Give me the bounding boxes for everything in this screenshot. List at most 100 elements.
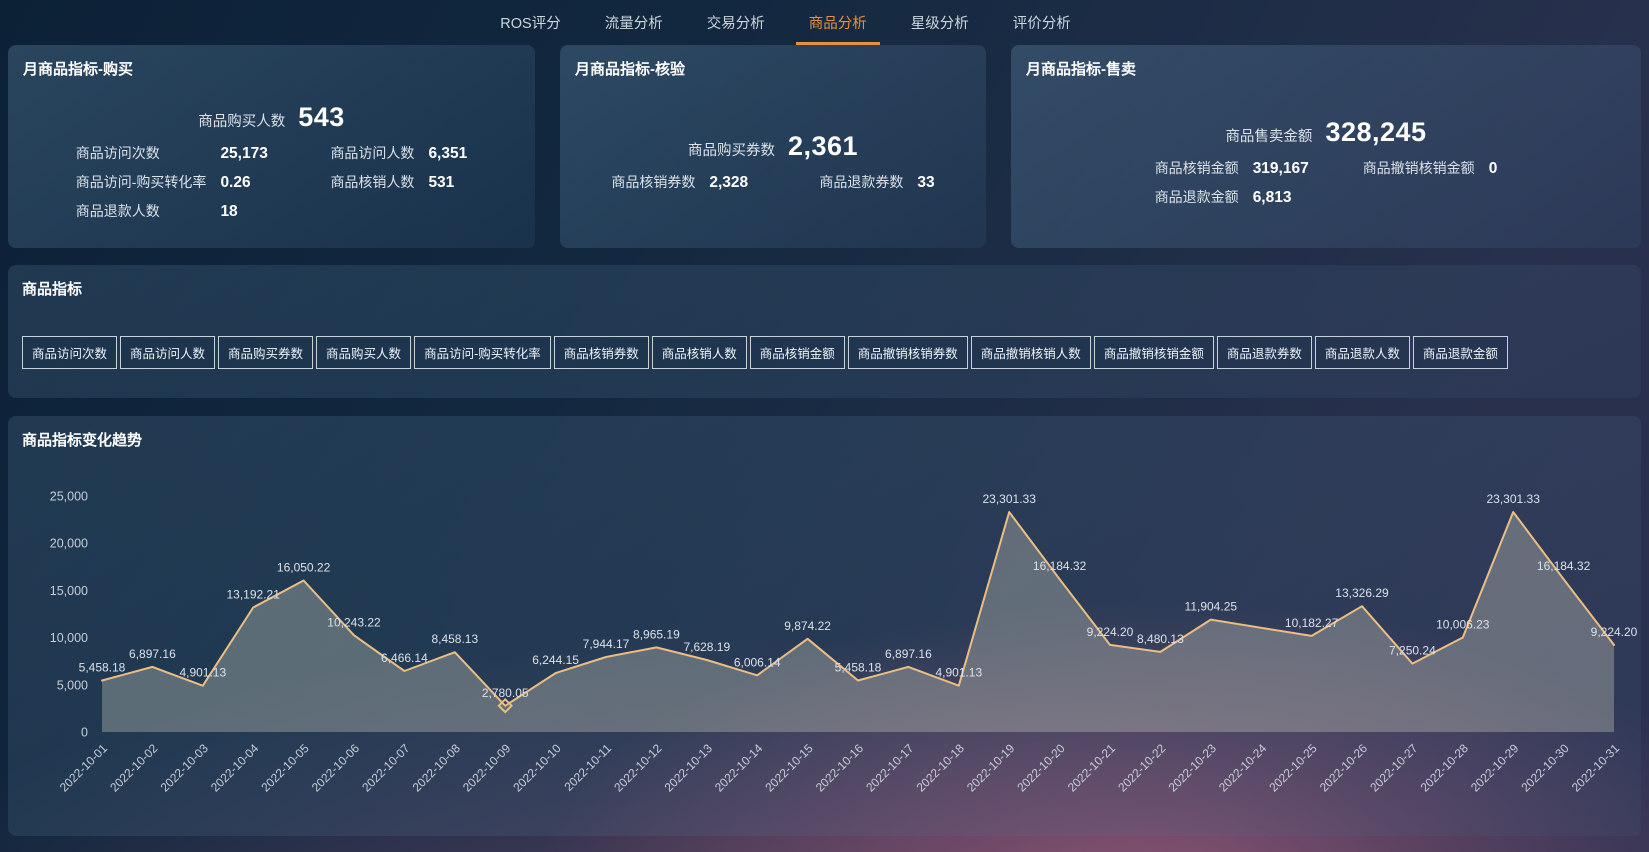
y-axis-labels: 0 5,000 10,000 15,000 20,000 25,000	[50, 490, 88, 740]
svg-text:2022-10-30: 2022-10-30	[1518, 741, 1572, 795]
svg-text:2022-10-02: 2022-10-02	[107, 741, 161, 795]
svg-text:23,301.33: 23,301.33	[983, 492, 1037, 506]
svg-text:4,901.13: 4,901.13	[935, 666, 982, 680]
card-monthly-metrics-verification: 月商品指标-核验 商品购买券数 2,361 商品核销券数 2,328 商品退款券数 33	[560, 45, 986, 248]
metric-value: 531	[428, 174, 455, 191]
svg-text:2022-10-29: 2022-10-29	[1468, 741, 1522, 795]
metric-value: 33	[917, 174, 935, 191]
metric-button[interactable]: 商品访问次数	[22, 336, 118, 369]
svg-text:6,244.15: 6,244.15	[532, 653, 579, 667]
svg-text:2022-10-05: 2022-10-05	[258, 741, 312, 795]
svg-text:2022-10-12: 2022-10-12	[611, 741, 665, 795]
tab-product-analysis[interactable]: 商品分析	[795, 5, 880, 45]
primary-metric-label: 商品购买券数	[687, 143, 775, 159]
svg-text:7,628.19: 7,628.19	[683, 640, 730, 654]
metric-value: 6,351	[428, 145, 468, 162]
svg-text:9,224.20: 9,224.20	[1591, 625, 1638, 639]
card-body: 商品购买人数 543 商品访问次数 25,173 商品访问人数 6,351 商品访问-购买转…	[76, 72, 467, 221]
metric-button[interactable]: 商品购买人数	[316, 336, 412, 369]
card-monthly-metrics-purchase: 月商品指标-购买 商品购买人数 543 商品访问次数 25,173 商品访问人数 6,351…	[8, 45, 535, 248]
metric-label: 商品核销券数	[611, 174, 696, 190]
svg-text:6,897.16: 6,897.16	[885, 647, 932, 661]
svg-text:2022-10-26: 2022-10-26	[1317, 741, 1371, 795]
cards-row: 月商品指标-购买 商品购买人数 543 商品访问次数 25,173 商品访问人数 6,351…	[8, 45, 1641, 248]
svg-text:20,000: 20,000	[50, 537, 88, 551]
svg-text:2022-10-24: 2022-10-24	[1216, 741, 1270, 795]
metric-value: 6,813	[1252, 188, 1292, 206]
svg-text:10,000: 10,000	[50, 631, 88, 645]
svg-text:15,000: 15,000	[50, 584, 88, 598]
tab-ros-score[interactable]: ROS评分	[500, 16, 561, 32]
metric-label: 商品核销金额	[1154, 159, 1239, 176]
metric-value: 0.26	[220, 174, 251, 191]
svg-text:16,184.32: 16,184.32	[1033, 559, 1087, 573]
metric-button[interactable]: 商品购买券数	[218, 336, 314, 369]
metric-button[interactable]: 商品访问人数	[120, 336, 216, 369]
card-body: 商品购买券数 2,361 商品核销券数 2,328 商品退款券数 33	[611, 101, 934, 192]
svg-text:2022-10-10: 2022-10-10	[510, 741, 564, 795]
svg-text:2022-10-13: 2022-10-13	[662, 741, 716, 795]
metric-button[interactable]: 商品退款人数	[1314, 336, 1410, 369]
svg-text:6,897.16: 6,897.16	[129, 647, 176, 661]
metric-button[interactable]: 商品退款券数	[1216, 336, 1312, 369]
primary-metric-value: 2,361	[787, 131, 859, 161]
metric-button[interactable]: 商品退款金额	[1412, 336, 1508, 369]
svg-text:2022-10-23: 2022-10-23	[1166, 741, 1220, 795]
svg-text:9,874.22: 9,874.22	[784, 619, 831, 633]
svg-text:7,944.17: 7,944.17	[583, 637, 630, 651]
metric-button[interactable]: 商品撤销核销券数	[847, 336, 968, 369]
svg-text:13,192.21: 13,192.21	[227, 587, 281, 601]
svg-text:2022-10-03: 2022-10-03	[158, 741, 212, 795]
svg-text:2022-10-28: 2022-10-28	[1418, 741, 1472, 795]
svg-text:4,901.13: 4,901.13	[179, 666, 226, 680]
svg-text:2022-10-27: 2022-10-27	[1367, 741, 1421, 795]
top-nav: ROS评分 流量分析 交易分析 商品分析 星级分析 评价分析	[0, 0, 1649, 45]
svg-text:2022-10-15: 2022-10-15	[762, 741, 816, 795]
metric-grid: 商品核销券数 2,328 商品退款券数 33	[611, 172, 934, 192]
svg-text:0: 0	[81, 726, 88, 740]
tab-star-analysis[interactable]: 星级分析	[910, 16, 969, 32]
svg-text:2022-10-31: 2022-10-31	[1569, 741, 1623, 795]
series-area	[102, 512, 1614, 732]
svg-text:16,184.32: 16,184.32	[1537, 559, 1591, 573]
metrics-panel-title: 商品指标	[22, 281, 83, 298]
metric-button[interactable]: 商品核销金额	[749, 336, 845, 369]
metric-label: 商品退款金额	[1154, 188, 1239, 205]
svg-text:2022-10-11: 2022-10-11	[561, 741, 614, 794]
svg-text:9,224.20: 9,224.20	[1087, 625, 1134, 639]
primary-metric: 商品购买人数 543	[76, 102, 467, 133]
svg-text:2022-10-18: 2022-10-18	[914, 741, 968, 795]
tab-transaction-analysis[interactable]: 交易分析	[706, 16, 765, 32]
card-body: 商品售卖金额 328,245 商品核销金额 319,167 商品撤销核销金额 0 商品退款金…	[1155, 87, 1498, 207]
metric-button[interactable]: 商品撤销核销人数	[970, 336, 1091, 369]
primary-metric-value: 328,245	[1325, 116, 1427, 147]
primary-metric-label: 商品购买人数	[198, 114, 286, 130]
top-nav-tabs: ROS评分 流量分析 交易分析 商品分析 星级分析 评价分析	[478, 5, 1092, 45]
svg-text:5,000: 5,000	[57, 678, 88, 692]
x-axis-labels: 2022-10-012022-10-022022-10-032022-10-04…	[57, 741, 1623, 795]
metric-label: 商品访问-购买转化率	[75, 174, 207, 190]
metric-label: 商品核销人数	[330, 174, 415, 190]
metric-label: 商品退款券数	[819, 174, 904, 190]
svg-text:2022-10-01: 2022-10-01	[57, 741, 111, 795]
tab-traffic-analysis[interactable]: 流量分析	[604, 16, 663, 32]
svg-text:7,250.24: 7,250.24	[1389, 644, 1436, 658]
metric-button[interactable]: 商品核销券数	[553, 336, 649, 369]
primary-metric-label: 商品售卖金额	[1225, 128, 1313, 145]
point-labels: 5,458.186,897.164,901.1313,192.2116,050.…	[79, 492, 1638, 700]
primary-metric: 商品售卖金额 328,245	[1155, 117, 1498, 148]
metric-button[interactable]: 商品撤销核销金额	[1093, 336, 1214, 369]
metric-button[interactable]: 商品核销人数	[651, 336, 747, 369]
primary-metric-value: 543	[298, 102, 345, 132]
svg-text:2022-10-08: 2022-10-08	[410, 741, 464, 795]
svg-text:5,458.18: 5,458.18	[835, 660, 882, 674]
metric-value: 0	[1488, 159, 1498, 177]
tab-review-analysis[interactable]: 评价分析	[1012, 16, 1071, 32]
metric-button[interactable]: 商品访问-购买转化率	[414, 336, 551, 369]
svg-text:2022-10-25: 2022-10-25	[1266, 741, 1320, 795]
svg-text:10,182.27: 10,182.27	[1285, 616, 1339, 630]
svg-text:2022-10-14: 2022-10-14	[712, 741, 766, 795]
metric-value: 25,173	[220, 145, 268, 162]
metric-label: 商品访问人数	[330, 145, 415, 161]
svg-text:11,904.25: 11,904.25	[1185, 600, 1238, 614]
